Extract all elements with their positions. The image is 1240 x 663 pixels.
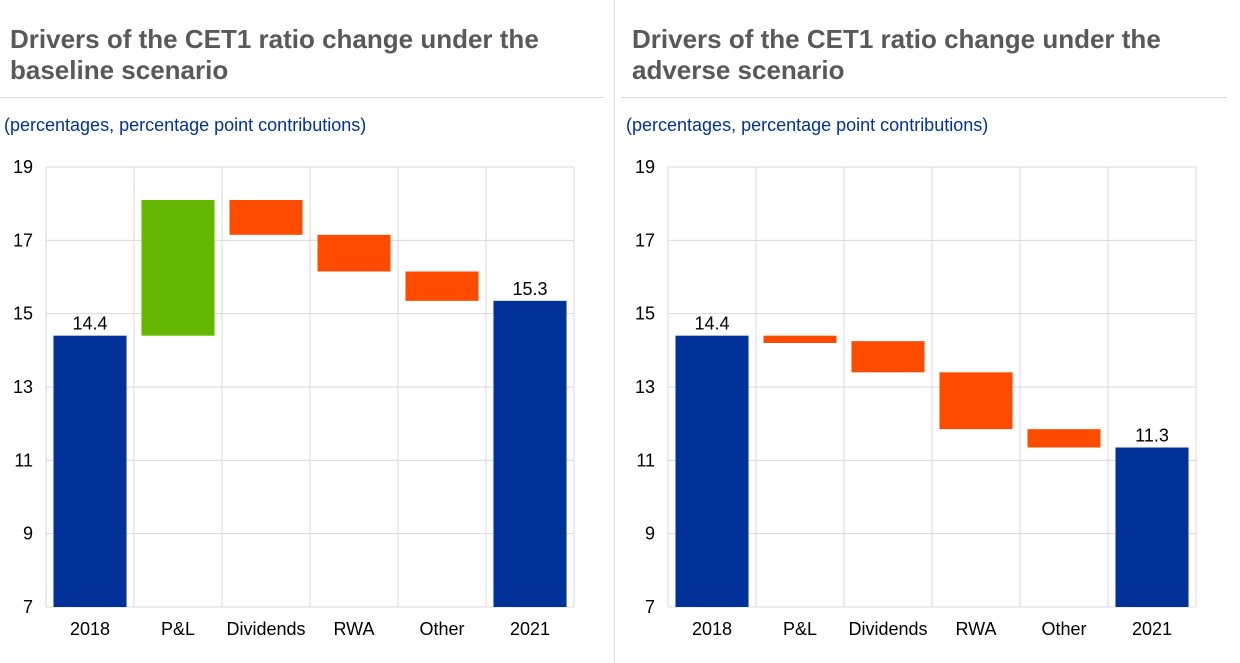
baseline-waterfall-chart: 7 9 11 13 15 17 19 14.4 2018 P&L Dividends RWA Other…	[13, 157, 575, 639]
adverse-panel: Drivers of the CET1 ratio change under t…	[622, 0, 1232, 663]
bar-decrease	[229, 200, 303, 235]
y-tick-label: 11	[14, 450, 33, 470]
x-tick-label: Other	[1041, 619, 1086, 639]
y-tick-label: 7	[645, 597, 655, 617]
data-label: 15.3	[512, 279, 547, 299]
y-tick-label: 15	[13, 304, 33, 324]
y-tick-label: 17	[635, 230, 655, 250]
x-tick-label: Dividends	[848, 619, 927, 639]
chart-subtitle: (percentages, percentage point contribut…	[4, 115, 367, 135]
x-tick-label: RWA	[955, 619, 996, 639]
bar-decrease	[939, 372, 1013, 430]
y-tick-label: 17	[13, 230, 33, 250]
x-tick-label: P&L	[161, 619, 195, 639]
title-rule	[622, 97, 1226, 98]
y-tick-label: 19	[13, 157, 33, 177]
adverse-waterfall-chart: 7 9 11 13 15 17 19 14.4 2018 P&L Dividends RWA Other…	[635, 157, 1197, 639]
x-tick-label: 2021	[1132, 619, 1172, 639]
bar-level	[493, 300, 567, 607]
chart-title: Drivers of the CET1 ratio change under t…	[10, 24, 539, 85]
panel-divider	[614, 0, 615, 663]
bar-level	[1115, 447, 1189, 607]
x-tick-label: 2018	[70, 619, 110, 639]
bar-decrease	[317, 234, 391, 272]
x-tick-label: Other	[419, 619, 464, 639]
y-tick-label: 19	[635, 157, 655, 177]
y-tick-label: 7	[23, 597, 33, 617]
y-tick-label: 15	[635, 304, 655, 324]
y-tick-label: 11	[636, 450, 655, 470]
bar-decrease	[763, 335, 837, 343]
chart-subtitle: (percentages, percentage point contribut…	[626, 115, 989, 135]
y-tick-label: 13	[13, 377, 33, 397]
data-label: 14.4	[72, 314, 107, 334]
bar-decrease	[1027, 429, 1101, 448]
x-tick-label: Dividends	[226, 619, 305, 639]
y-tick-label: 9	[23, 524, 33, 544]
title-rule	[0, 97, 604, 98]
x-tick-label: RWA	[333, 619, 374, 639]
chart-title: Drivers of the CET1 ratio change under t…	[632, 24, 1161, 85]
x-tick-label: 2018	[692, 619, 732, 639]
baseline-panel: Drivers of the CET1 ratio change under t…	[0, 0, 610, 663]
bar-level	[675, 335, 749, 607]
data-label: 14.4	[694, 314, 729, 334]
data-label: 11.3	[1135, 426, 1169, 446]
x-tick-label: P&L	[783, 619, 817, 639]
y-tick-label: 9	[645, 524, 655, 544]
x-tick-label: 2021	[510, 619, 550, 639]
bar-increase	[141, 200, 215, 336]
y-tick-label: 13	[635, 377, 655, 397]
bar-decrease	[405, 271, 479, 301]
bar-level	[53, 335, 127, 607]
bar-decrease	[851, 341, 925, 373]
